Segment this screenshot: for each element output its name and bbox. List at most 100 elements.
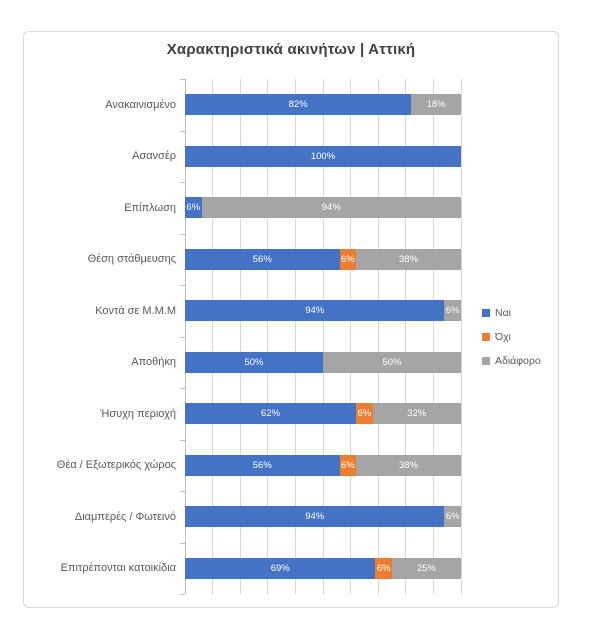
legend-label: Ναι: [495, 307, 511, 319]
data-label: 62%: [261, 408, 281, 419]
axis-tick: [180, 79, 185, 80]
data-label: 50%: [382, 356, 402, 368]
data-label: 6%: [357, 408, 372, 419]
data-label: 6%: [340, 253, 355, 265]
data-label: 94%: [321, 202, 341, 213]
plot-area: Ανακαινισμένο 82% 18% Ασανσέρ 100% Επίπλωση 6%…: [57, 79, 462, 595]
bar-row: 56% 6% 38%: [185, 454, 461, 476]
chart-title: Χαρακτηριστικά ακινήτων | Αττική: [166, 41, 416, 58]
bar-row: 100%: [185, 145, 461, 167]
legend-swatch: [482, 357, 490, 365]
bar-segment-Ναι: 62%: [185, 403, 357, 425]
bar-row: 6% 94%: [185, 197, 461, 219]
gridline: [294, 79, 296, 594]
bar-row: 94% 6%: [185, 506, 461, 528]
data-label: 6%: [445, 305, 460, 316]
category-label: Επίπλωση: [124, 201, 176, 214]
gridline: [377, 79, 379, 594]
data-label: 6%: [376, 562, 391, 574]
category-label: Θέα / Εξωτερικός χώρος: [56, 459, 176, 472]
bar-row: 94% 6%: [185, 300, 461, 322]
data-label: 6%: [340, 459, 355, 471]
category-label: Επιτρέπονται κατοικίδια: [60, 562, 176, 575]
category-label: Ανακαινισμένο: [105, 98, 176, 111]
bar-segment-Αδιάφορο: 18%: [411, 94, 461, 116]
axis-tick: [180, 543, 185, 544]
bar-segment-Αδιάφορο: 38%: [356, 454, 461, 476]
gridline: [239, 79, 241, 594]
data-label: 56%: [252, 459, 272, 471]
bar-segment-Ναι: 82%: [185, 94, 412, 116]
bar-segment-Αδιάφορο: 94%: [201, 197, 461, 219]
bar-segment-Αδιάφορο: 25%: [391, 557, 461, 579]
bar-segment-Αδιάφορο: 6%: [444, 300, 461, 322]
axis-tick: [180, 234, 185, 235]
data-label: 18%: [426, 99, 446, 110]
axis-tick: [180, 131, 185, 132]
legend-label: Όχι: [495, 331, 511, 343]
bar-segment-Ναι: 56%: [185, 454, 340, 476]
bar-row: 69% 6% 25%: [185, 557, 461, 579]
bar-segment-Αδιάφορο: 38%: [356, 248, 461, 270]
bar-segment-Όχι: 6%: [339, 248, 357, 270]
legend-item-Αδιάφορο: Αδιάφορο: [482, 349, 541, 373]
gridline: [212, 79, 214, 594]
data-label: 69%: [270, 562, 290, 574]
data-label: 6%: [445, 511, 460, 522]
bar-segment-Ναι: 69%: [185, 557, 376, 579]
category-label: Αποθήκη: [131, 356, 176, 369]
data-label: 32%: [407, 408, 427, 419]
gridline: [432, 79, 434, 594]
bar-segment-Όχι: 6%: [339, 454, 357, 476]
bar-row: 50% 50%: [185, 351, 461, 373]
bar-segment-Αδιάφορο: 6%: [444, 506, 461, 528]
data-label: 94%: [305, 305, 325, 316]
axis-tick: [180, 491, 185, 492]
bar-segment-Αδιάφορο: 32%: [372, 403, 461, 425]
data-label: 94%: [305, 511, 325, 522]
bar-row: 56% 6% 38%: [185, 248, 461, 270]
gridline: [460, 79, 462, 594]
gridline: [405, 79, 407, 594]
gridline: [350, 79, 352, 594]
bar-segment-Αδιάφορο: 50%: [323, 351, 461, 373]
legend-item-Όχι: Όχι: [482, 325, 541, 349]
gridline: [322, 79, 324, 594]
data-label: 100%: [310, 150, 336, 162]
bar-row: 62% 6% 32%: [185, 403, 461, 425]
bar-segment-Ναι: 56%: [185, 248, 340, 270]
axis-tick: [180, 182, 185, 183]
bar-segment-Ναι: 94%: [185, 300, 445, 322]
category-label: Ήσυχη περιοχή: [100, 407, 176, 420]
bar-segment-Όχι: 6%: [375, 557, 392, 579]
legend-swatch: [482, 309, 490, 317]
legend-swatch: [482, 333, 490, 341]
data-label: 6%: [186, 202, 201, 213]
data-label: 82%: [288, 99, 308, 110]
data-label: 50%: [244, 356, 264, 368]
bar-segment-Ναι: 94%: [185, 506, 445, 528]
bar-segment-Ναι: 100%: [185, 145, 461, 167]
gridline: [267, 79, 269, 594]
data-label: 56%: [252, 253, 272, 265]
category-label: Ασανσέρ: [132, 150, 176, 163]
axis-tick: [180, 285, 185, 286]
legend-item-Ναι: Ναι: [482, 301, 541, 325]
data-label: 25%: [416, 562, 436, 574]
axis-tick: [180, 440, 185, 441]
category-axis-line: [185, 79, 186, 594]
bar-row: 82% 18%: [185, 94, 461, 116]
axis-tick: [180, 337, 185, 338]
chart-container: Χαρακτηριστικά ακινήτων | Αττική Ανακαιν…: [23, 31, 559, 608]
data-label: 38%: [399, 253, 419, 265]
axis-tick: [180, 594, 185, 595]
legend: Ναι Όχι Αδιάφορο: [482, 301, 541, 373]
category-label: Διαμπερές / Φωτεινό: [74, 510, 176, 523]
bar-segment-Ναι: 6%: [185, 197, 202, 219]
bar-segment-Ναι: 50%: [185, 351, 323, 373]
category-label: Κοντά σε Μ.Μ.Μ: [95, 304, 176, 317]
data-label: 38%: [399, 459, 419, 471]
category-label: Θέση στάθμευσης: [87, 253, 176, 266]
axis-tick: [180, 388, 185, 389]
legend-label: Αδιάφορο: [495, 355, 541, 367]
